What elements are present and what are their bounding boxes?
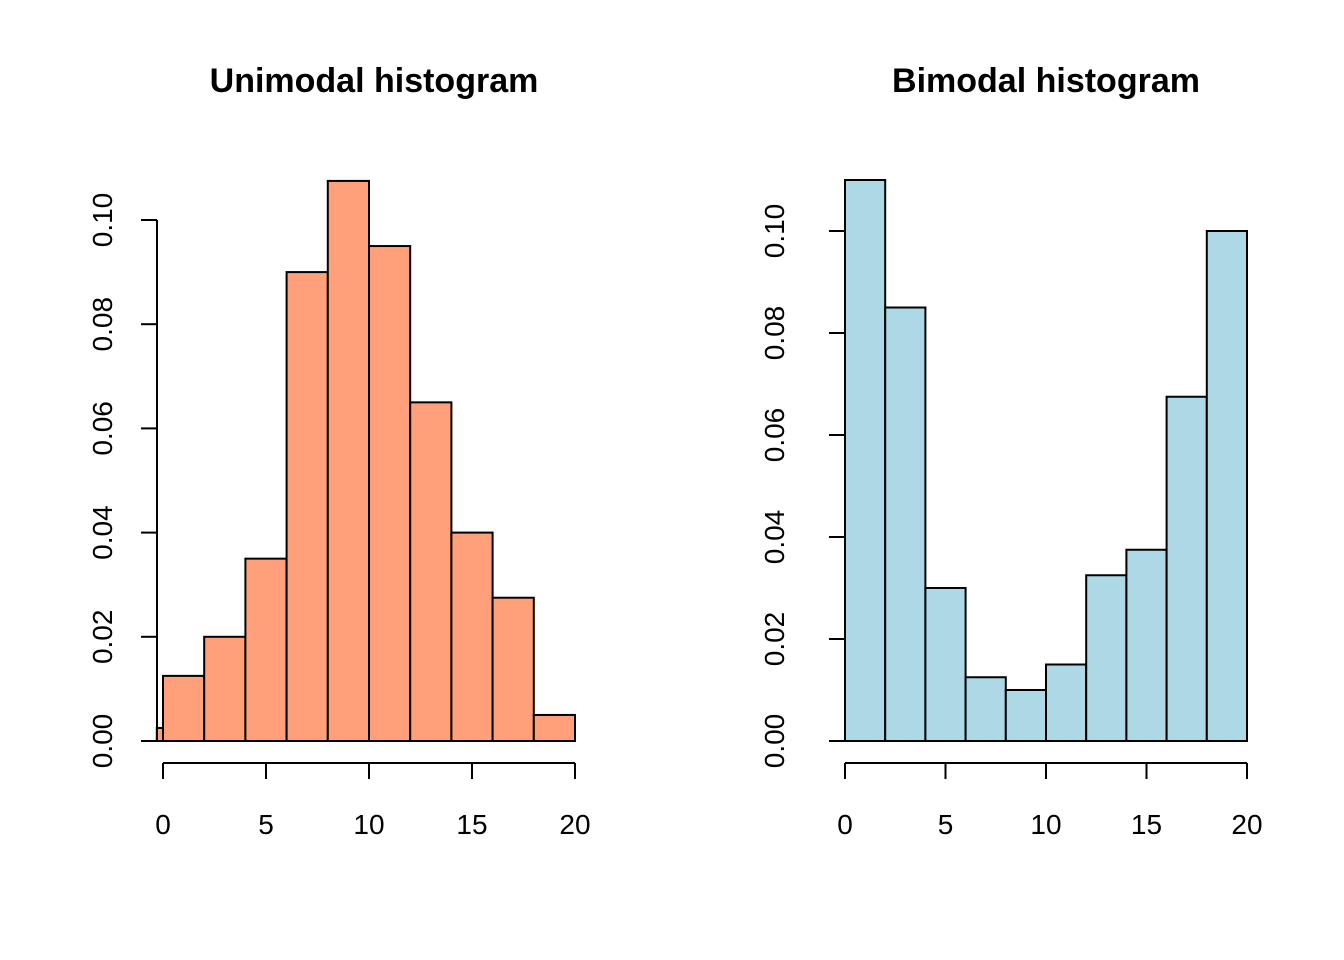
y-tick-label: 0.08 — [87, 297, 118, 352]
histogram-bar — [1045, 663, 1088, 742]
histogram-bar — [368, 245, 412, 743]
histogram-bar — [1004, 689, 1047, 742]
histogram-bar — [1085, 574, 1128, 742]
x-tick-label: 20 — [559, 809, 590, 840]
y-tick-label: 0.06 — [87, 401, 118, 456]
histogram-bar — [884, 306, 927, 742]
histogram-bar — [285, 271, 329, 742]
x-tick-label: 15 — [456, 809, 487, 840]
histogram-bar — [1125, 548, 1168, 742]
y-tick-label: 0.00 — [759, 714, 790, 769]
x-tick-label: 15 — [1131, 809, 1162, 840]
histogram-bar — [924, 587, 967, 742]
bimodal-panel: Bimodal histogram 0.00 0.02 0.04 0.06 0.08 0.… — [759, 62, 1263, 840]
unimodal-panel: Unimodal histogram 0.00 0.02 0.04 0.06 0.08 0… — [87, 62, 591, 840]
y-tick-label: 0.10 — [87, 193, 118, 248]
histogram-bar — [203, 635, 247, 742]
x-tick-label: 20 — [1231, 809, 1262, 840]
y-tick-label: 0.06 — [759, 408, 790, 463]
x-tick-label: 5 — [258, 809, 274, 840]
y-tick-label: 0.08 — [759, 306, 790, 361]
histogram-bar — [1205, 230, 1249, 742]
histogram-bar — [409, 401, 453, 742]
histogram-bar — [162, 674, 206, 742]
histogram-bar — [326, 179, 370, 743]
x-tick-label: 10 — [353, 809, 384, 840]
y-tick-label: 0.04 — [87, 505, 118, 560]
x-tick-label: 0 — [837, 809, 853, 840]
x-tick-label: 5 — [938, 809, 954, 840]
y-tick-label: 0.02 — [87, 610, 118, 665]
histogram-bar — [844, 179, 887, 742]
histogram-bar — [1165, 395, 1208, 742]
histogram-bar — [450, 531, 494, 742]
histogram-bar — [244, 557, 288, 743]
histogram-bar — [491, 596, 535, 742]
panel-title: Bimodal histogram — [892, 62, 1200, 100]
panel-title: Unimodal histogram — [210, 62, 539, 100]
x-tick-label: 0 — [155, 809, 171, 840]
y-tick-label: 0.10 — [759, 204, 790, 259]
y-tick-label: 0.04 — [759, 510, 790, 565]
histogram-bar — [532, 713, 576, 743]
x-tick-label: 10 — [1030, 809, 1061, 840]
y-tick-label: 0.00 — [87, 714, 118, 769]
y-tick-label: 0.02 — [759, 612, 790, 667]
histogram-bar — [964, 676, 1007, 742]
